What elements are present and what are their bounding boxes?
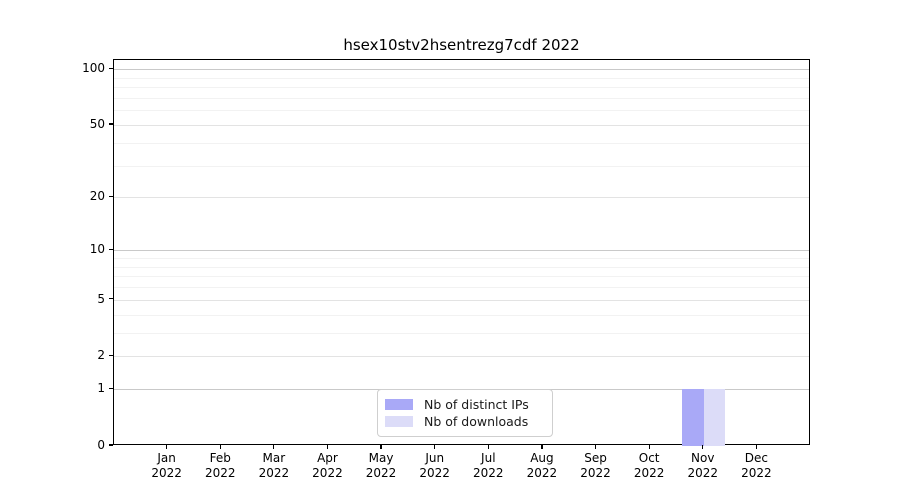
- x-tick-label-apr: Apr 2022: [312, 451, 343, 480]
- legend-swatch-distinct-ips: [385, 399, 413, 410]
- minor-gridline-9: [114, 257, 809, 259]
- x-tick-jan: [165, 445, 168, 449]
- major-gridline-5: [114, 299, 809, 301]
- minor-gridline-3: [114, 332, 809, 334]
- x-tick-aug: [541, 445, 543, 449]
- y-tick-2: [109, 354, 113, 356]
- plot-area: [113, 59, 810, 446]
- minor-gridline-7: [114, 276, 809, 278]
- legend: Nb of distinct IPs Nb of downloads: [377, 389, 553, 437]
- x-tick-dec: [755, 445, 758, 449]
- y-tick-label-50: 50: [89, 116, 105, 131]
- minor-gridline-90: [114, 77, 809, 79]
- minor-gridline-70: [114, 97, 809, 99]
- x-tick-label-oct: Oct 2022: [633, 451, 665, 480]
- chart-title: hsex10stv2hsentrezg7cdf 2022: [343, 36, 580, 54]
- major-gridline-10: [114, 250, 809, 252]
- x-tick-label-dec: Dec 2022: [741, 451, 772, 480]
- minor-gridline-40: [114, 142, 809, 144]
- y-tick-20: [109, 195, 113, 198]
- y-tick-label-10: 10: [89, 242, 105, 257]
- legend-label-distinct-ips: Nb of distinct IPs: [424, 397, 529, 412]
- x-tick-label-aug: Aug 2022: [526, 451, 558, 480]
- x-tick-sep: [594, 445, 597, 449]
- major-gridline-2: [114, 356, 809, 358]
- legend-item-downloads: Nb of downloads: [385, 414, 542, 429]
- x-tick-label-jun: Jun 2022: [419, 451, 450, 480]
- x-tick-mar: [273, 445, 275, 449]
- x-tick-label-jul: Jul 2022: [473, 451, 504, 480]
- x-tick-feb: [219, 445, 221, 449]
- x-tick-jul: [487, 445, 489, 449]
- x-tick-label-feb: Feb 2022: [204, 451, 236, 480]
- legend-label-downloads: Nb of downloads: [424, 414, 529, 429]
- y-tick-50: [109, 123, 113, 125]
- y-tick-100: [109, 67, 113, 69]
- minor-gridline-8: [114, 266, 809, 268]
- y-tick-10: [109, 248, 113, 250]
- x-tick-jun: [434, 445, 436, 449]
- major-gridline-100: [114, 69, 809, 71]
- legend-swatch-downloads: [385, 416, 413, 427]
- bar-nb-of-downloads-nov: [703, 389, 726, 446]
- minor-gridline-4: [114, 314, 809, 316]
- x-tick-label-mar: Mar 2022: [258, 451, 290, 480]
- x-tick-may: [380, 445, 382, 449]
- x-tick-label-nov: Nov 2022: [687, 451, 719, 480]
- legend-item-distinct-ips: Nb of distinct IPs: [385, 397, 542, 412]
- x-tick-nov: [702, 445, 704, 449]
- y-tick-label-5: 5: [97, 291, 105, 306]
- minor-gridline-60: [114, 110, 809, 112]
- major-gridline-20: [114, 197, 809, 199]
- minor-gridline-80: [114, 87, 809, 89]
- y-tick-label-2: 2: [97, 348, 105, 363]
- minor-gridline-6: [114, 287, 809, 289]
- y-tick-label-0: 0: [97, 438, 105, 452]
- x-tick-oct: [648, 445, 650, 449]
- x-tick-label-jan: Jan 2022: [151, 451, 182, 480]
- bar-nb-of-distinct-ips-nov: [682, 389, 704, 446]
- y-tick-5: [109, 298, 113, 300]
- x-tick-label-sep: Sep 2022: [580, 451, 611, 480]
- y-tick-label-100: 100: [82, 61, 105, 76]
- x-tick-apr: [326, 445, 329, 449]
- x-tick-label-may: May 2022: [365, 451, 397, 480]
- y-tick-1: [109, 387, 113, 390]
- y-tick-0: [109, 444, 113, 446]
- major-gridline-50: [114, 124, 809, 126]
- y-tick-label-1: 1: [97, 381, 105, 396]
- y-tick-label-20: 20: [89, 189, 105, 204]
- minor-gridline-30: [114, 165, 809, 167]
